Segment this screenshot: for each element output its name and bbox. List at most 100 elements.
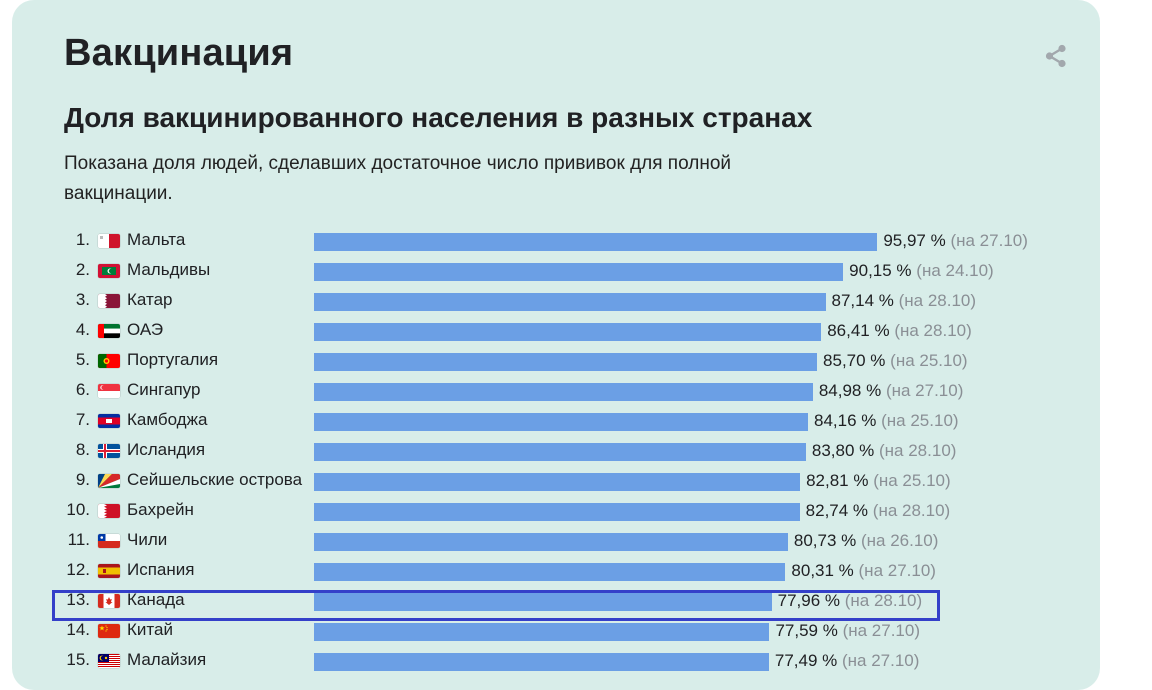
vaccination-card: Вакцинация Доля вакцинированного населен… [12, 0, 1100, 690]
value-date: (на 24.10) [916, 261, 994, 280]
flag-seychelles-icon [98, 474, 120, 488]
flag-singapore-icon [98, 384, 120, 398]
row-rank: 7. [75, 410, 90, 429]
value-percent: 77,49 % [774, 651, 842, 670]
value-label: 80,31 % (на 27.10) [791, 561, 936, 581]
value-label: 80,73 % (на 26.10) [794, 531, 939, 551]
row-rank: 12. [66, 560, 90, 579]
country-label: Сейшельские острова [127, 470, 303, 489]
value-date: (на 27.10) [885, 381, 964, 400]
value-label: 95,97 % (на 27.10) [883, 231, 1028, 251]
value-label: 82,74 % (на 28.10) [806, 501, 951, 521]
flag-chile-icon [98, 534, 120, 548]
flag-portugal-icon [98, 354, 120, 368]
chart-row: 3. Катар 87,14 % (на 28.10) [12, 285, 1112, 315]
country-label: Испания [127, 560, 195, 579]
value-label: 86,41 % (на 28.10) [827, 321, 972, 341]
country-label: Катар [127, 290, 173, 309]
value-percent: 82,74 % [805, 501, 873, 520]
value-percent: 86,41 % [827, 321, 895, 340]
value-date: (на 28.10) [898, 291, 977, 310]
flag-china-icon [98, 624, 120, 638]
row-rank: 8. [75, 440, 90, 459]
value-date: (на 27.10) [842, 621, 920, 640]
flag-bahrain-icon [98, 504, 120, 518]
value-label: 87,14 % (на 28.10) [832, 291, 977, 311]
bar [314, 233, 878, 251]
country-label: Бахрейн [127, 500, 194, 519]
country-label: Мальдивы [127, 260, 211, 279]
chart-row: 2. Мальдивы 90,15 % (на 24.10) [12, 255, 1112, 285]
row-rank: 5. [75, 350, 90, 369]
value-label: 77,49 % (на 27.10) [775, 651, 920, 671]
row-rank: 3. [75, 290, 90, 309]
chart-description: Показана доля людей, сделавших достаточн… [64, 153, 732, 204]
flag-malta-icon [98, 234, 120, 248]
value-percent: 90,15 % [849, 261, 917, 280]
country-label: Чили [127, 530, 168, 549]
country-label: ОАЭ [127, 320, 164, 339]
chart-row: 13. Канада 77,96 % (на 28.10) [12, 585, 1112, 615]
flag-qatar-icon [98, 294, 120, 308]
value-label: 77,59 % (на 27.10) [775, 621, 920, 641]
bar [314, 413, 809, 431]
chart-row: 1. Мальта 95,97 % (на 27.10) [12, 225, 1112, 255]
row-rank: 4. [75, 320, 90, 339]
chart-title: Доля вакцинированного населения в разных… [64, 102, 813, 133]
value-label: 84,16 % (на 25.10) [814, 411, 959, 431]
share-icon [1045, 44, 1066, 68]
bar [314, 383, 813, 401]
bar [314, 473, 801, 491]
bar [314, 533, 788, 551]
row-rank: 13. [66, 590, 90, 609]
country-label: Исландия [127, 440, 206, 459]
value-label: 85,70 % (на 25.10) [823, 351, 968, 371]
flag-malaysia-icon [98, 654, 120, 668]
chart-row: 4. ОАЭ 86,41 % (на 28.10) [12, 315, 1112, 345]
value-label: 82,81 % (на 25.10) [806, 471, 951, 491]
value-date: (на 26.10) [860, 531, 939, 550]
flag-canada-icon [98, 594, 120, 608]
flag-cambodia-icon [98, 414, 120, 428]
chart-row: 10. Бахрейн 82,74 % (на 28.10) [12, 495, 1112, 525]
chart-row: 12. Испания 80,31 % (на 27.10) [12, 555, 1112, 585]
chart-row: 7. Камбоджа 84,16 % (на 25.10) [12, 405, 1112, 435]
value-percent: 82,81 % [806, 471, 874, 490]
chart-row: 8. Исландия 83,80 % (на 28.10) [12, 435, 1112, 465]
bar [314, 293, 826, 311]
chart-row: 5. Португалия 85,70 % (на 25.10) [12, 345, 1112, 375]
bar [314, 563, 786, 581]
row-rank: 9. [75, 470, 90, 489]
page-title: Вакцинация [64, 32, 294, 74]
row-rank: 6. [75, 380, 90, 399]
country-label: Мальта [127, 230, 186, 249]
value-percent: 77,59 % [775, 621, 843, 640]
row-rank: 1. [75, 230, 90, 249]
country-label: Португалия [127, 350, 219, 369]
row-rank: 11. [67, 530, 90, 549]
value-percent: 77,96 % [777, 591, 845, 610]
chart-row: 9. Сейшельские острова 82,81 % (на 25.10) [12, 465, 1112, 495]
chart-row: 6. Сингапур 84,98 % (на 27.10) [12, 375, 1112, 405]
bar [314, 593, 772, 611]
row-rank: 15. [66, 650, 90, 669]
value-date: (на 25.10) [873, 471, 951, 490]
share-button[interactable] [1040, 40, 1072, 72]
bar [314, 443, 806, 461]
value-date: (на 28.10) [879, 441, 957, 460]
flag-uae-icon [98, 324, 120, 338]
value-date: (на 27.10) [950, 231, 1028, 250]
value-date: (на 28.10) [872, 501, 951, 520]
value-percent: 84,98 % [818, 381, 886, 400]
value-percent: 87,14 % [831, 291, 899, 310]
value-date: (на 28.10) [844, 591, 923, 610]
value-label: 84,98 % (на 27.10) [819, 381, 964, 401]
value-date: (на 25.10) [881, 411, 959, 430]
bar [314, 653, 769, 671]
value-label: 90,15 % (на 24.10) [849, 261, 994, 281]
value-percent: 84,16 % [814, 411, 882, 430]
chart-row: 15. Малайзия 77,49 % (на 27.10) [12, 645, 1112, 675]
flag-spain-icon [98, 564, 120, 578]
value-date: (на 27.10) [841, 651, 920, 670]
row-rank: 2. [75, 260, 90, 279]
